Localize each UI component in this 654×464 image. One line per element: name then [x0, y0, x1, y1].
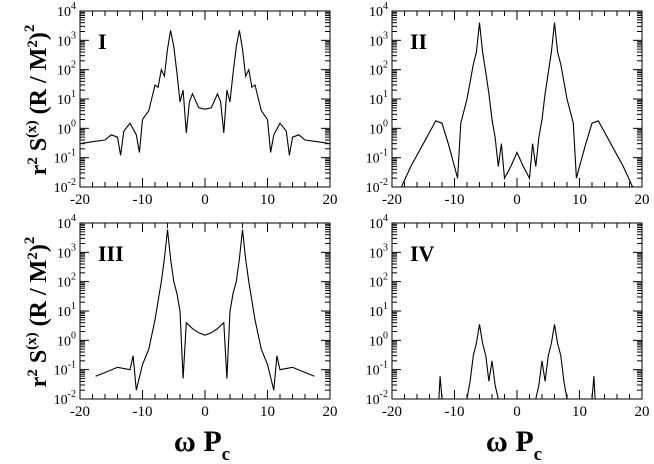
series-line-I [79, 30, 331, 156]
x-tick-label: 20 [323, 192, 338, 208]
y-tick-label: 10-2 [54, 389, 76, 408]
y-tick-label: 101 [369, 89, 388, 108]
panel-label: II [410, 29, 427, 54]
x-tick-label: 10 [572, 192, 587, 208]
y-tick-label: 10-1 [366, 360, 388, 379]
y-label-sup: (x) [24, 332, 40, 350]
x-ticks [391, 11, 643, 187]
y-label-outer-sq: 2 [22, 237, 38, 245]
panel-label: IV [410, 241, 435, 266]
x-tick-label: -10 [445, 192, 465, 208]
y-ticks [80, 222, 330, 400]
y-tick-label: 10-2 [366, 389, 388, 408]
y-tick-label: 10-1 [54, 148, 76, 167]
panel-IV: -20 -10 0 10 20 10-2 10-1 100 101 102 103 104 IV [366, 213, 650, 420]
series-line-IV [438, 324, 596, 400]
y-label-units: (R / M [26, 48, 52, 115]
y-label-S: S [26, 350, 52, 363]
y-label-r-sq: 2 [25, 369, 41, 377]
x-axis-label-left: ω Pc [174, 425, 230, 464]
y-ticks [392, 222, 642, 400]
panel-I: -20 -10 0 10 20 10-2 10-1 100 101 102 103 104 I [54, 1, 338, 208]
y-tick-label: 103 [369, 30, 388, 49]
y-tick-label: 104 [369, 1, 388, 20]
y-tick-label: 103 [57, 30, 76, 49]
y-axis-label-top: r2 S(x) (R / M2)2 [22, 25, 52, 176]
y-tick-label: 100 [369, 330, 388, 349]
y-tick-label: 101 [57, 301, 76, 320]
y-label-sup: (x) [24, 120, 40, 138]
x-tick-label: 0 [513, 192, 521, 208]
y-label-units-close: ) [26, 32, 52, 40]
x-tick-label: 10 [572, 404, 587, 420]
y-tick-label: 101 [369, 301, 388, 320]
x-tick-label: 20 [323, 404, 338, 420]
svg-text:r2 S(x) (R / M2)2: r2 S(x) (R / M2)2 [22, 25, 52, 176]
y-tick-label: 102 [57, 272, 76, 291]
y-label-units: (R / M [26, 260, 52, 327]
y-tick-label: 103 [369, 242, 388, 261]
y-label-outer-sq: 2 [22, 25, 38, 33]
x-tick-label: -10 [133, 192, 153, 208]
y-label-r: r [26, 164, 52, 175]
x-tick-label: -20 [70, 192, 90, 208]
y-label-units-sq: 2 [25, 40, 41, 48]
x-tick-label: -20 [382, 192, 402, 208]
y-tick-label: 10-1 [366, 148, 388, 167]
x-tick-label: 0 [201, 192, 209, 208]
y-ticks [392, 10, 642, 188]
x-tick-label: -10 [133, 404, 153, 420]
y-ticks [80, 10, 330, 188]
y-tick-label: 10-1 [54, 360, 76, 379]
x-tick-label: 10 [260, 192, 275, 208]
y-tick-label: 102 [57, 60, 76, 79]
x-tick-label: 20 [635, 192, 650, 208]
y-tick-label: 100 [57, 330, 76, 349]
x-tick-label: 20 [635, 404, 650, 420]
x-axis-label-right: ω Pc [486, 425, 542, 464]
y-label-r: r [26, 376, 52, 387]
panel-II: -20 -10 0 10 20 10-2 10-1 100 101 102 103 104 II [366, 1, 650, 208]
plot-frame [79, 10, 331, 188]
y-tick-label: 104 [57, 1, 76, 20]
y-tick-label: 104 [369, 213, 388, 232]
y-label-units-close: ) [26, 244, 52, 252]
panel-III: -20 -10 0 10 20 10-2 10-1 100 101 102 103 104 III [54, 213, 338, 420]
y-tick-label: 10-2 [54, 177, 76, 196]
plot-frame [391, 10, 643, 188]
x-ticks [79, 11, 331, 187]
x-tick-label: -10 [445, 404, 465, 420]
panel-label: III [98, 241, 124, 266]
y-label-r-sq: 2 [25, 157, 41, 165]
y-label-S: S [26, 138, 52, 151]
x-tick-label: -20 [70, 404, 90, 420]
y-tick-label: 101 [57, 89, 76, 108]
panel-label: I [98, 29, 107, 54]
y-tick-label: 100 [369, 118, 388, 137]
y-axis-label-bottom: r2 S(x) (R / M2)2 [22, 237, 52, 388]
svg-text:r2 S(x) (R / M2)2: r2 S(x) (R / M2)2 [22, 237, 52, 388]
x-tick-label: -20 [382, 404, 402, 420]
y-tick-label: 102 [369, 272, 388, 291]
x-tick-label: 0 [513, 404, 521, 420]
series-line-II [400, 22, 634, 188]
y-tick-label: 102 [369, 60, 388, 79]
series-line-III [95, 229, 315, 391]
x-tick-label: 10 [260, 404, 275, 420]
y-tick-label: 103 [57, 242, 76, 261]
x-tick-label: 0 [201, 404, 209, 420]
y-tick-label: 104 [57, 213, 76, 232]
y-tick-label: 100 [57, 118, 76, 137]
y-tick-label: 10-2 [366, 177, 388, 196]
y-label-units-sq: 2 [25, 252, 41, 260]
